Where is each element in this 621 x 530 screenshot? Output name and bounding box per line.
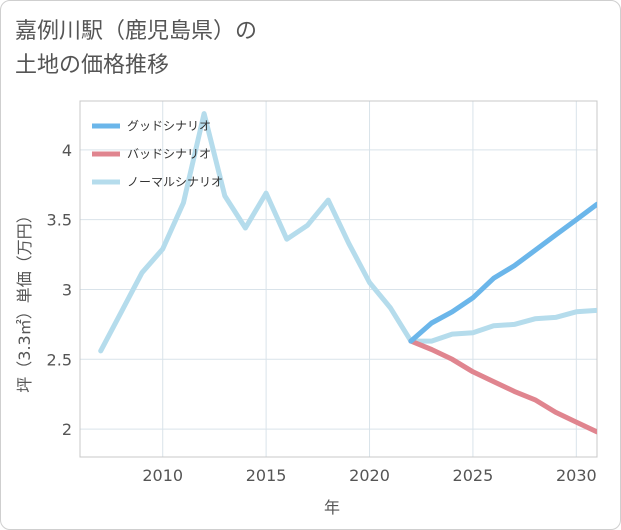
series-line-1: [408, 338, 597, 435]
plot-area: [79, 100, 598, 458]
x-tick-label: 2015: [246, 466, 287, 485]
legend-label: ノーマルシナリオ: [127, 175, 223, 189]
chart-title: 嘉例川駅（鹿児島県）の 土地の価格推移: [15, 15, 257, 83]
legend-label: バッドシナリオ: [127, 147, 211, 161]
title-line-2: 土地の価格推移: [15, 53, 170, 78]
series-line-2: [98, 111, 597, 354]
y-tick-label: 4: [62, 141, 72, 160]
x-tick-label: 2025: [453, 466, 494, 485]
y-tick-label: 2.5: [47, 350, 72, 369]
y-tick-label: 2: [62, 420, 72, 439]
series-group: [98, 111, 597, 435]
y-tick-label: 3: [62, 280, 72, 299]
series-line-0: [408, 201, 597, 344]
y-axis-label: 坪（3.3㎡）単価（万円）: [15, 207, 34, 392]
legend-label: グッドシナリオ: [127, 119, 211, 133]
axis-ticks: 2010 2015 2020 2025 2030 2 2.5 3 3.5 4: [47, 141, 597, 485]
x-tick-label: 2030: [556, 466, 597, 485]
x-axis-label: 年: [324, 498, 340, 517]
x-tick-label: 2020: [349, 466, 390, 485]
y-tick-label: 3.5: [47, 211, 72, 230]
x-tick-label: 2010: [142, 466, 183, 485]
title-line-1: 嘉例川駅（鹿児島県）の: [15, 19, 258, 44]
series-layer: [98, 111, 597, 435]
